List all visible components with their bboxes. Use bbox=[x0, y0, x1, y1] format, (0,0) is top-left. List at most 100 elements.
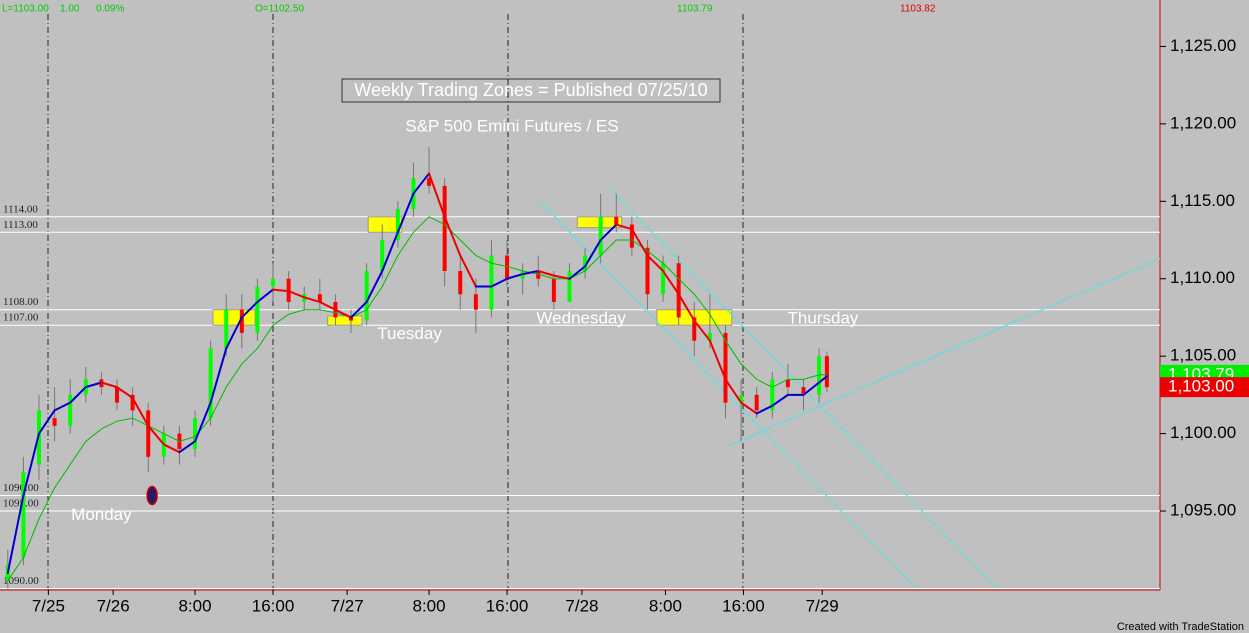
candle-body bbox=[208, 348, 213, 419]
candle-body bbox=[801, 387, 806, 395]
candle-body bbox=[676, 263, 681, 318]
candle-body bbox=[692, 317, 697, 341]
fast-ma-segment bbox=[131, 396, 150, 427]
fast-ma-segment bbox=[615, 223, 633, 231]
header-text: 1103.79 bbox=[677, 4, 713, 15]
candle-body bbox=[473, 294, 478, 310]
candle-body bbox=[645, 247, 650, 295]
candle-body bbox=[785, 379, 790, 388]
fast-ma-segment bbox=[506, 273, 524, 280]
day-label: Wednesday bbox=[536, 308, 626, 327]
candle-body bbox=[380, 240, 385, 271]
header-text: 1103.82 bbox=[900, 4, 936, 15]
fast-ma-segment bbox=[6, 494, 25, 574]
candle-body bbox=[395, 209, 400, 241]
fast-ma-segment bbox=[693, 319, 711, 342]
fast-ma-segment bbox=[240, 300, 259, 319]
price-label: 1,103.00 bbox=[1168, 377, 1234, 396]
fast-ma-segment bbox=[412, 172, 431, 195]
y-tick-label: 1,105.00 bbox=[1170, 346, 1236, 365]
x-tick-label: 16:00 bbox=[252, 596, 295, 615]
x-tick-label: 7/29 bbox=[806, 596, 839, 615]
candle-body bbox=[824, 356, 829, 388]
fast-ma-segment bbox=[272, 288, 290, 293]
fast-ma-segment bbox=[552, 274, 571, 280]
level-label: 1096.00 bbox=[3, 482, 39, 494]
signal-marker bbox=[146, 485, 158, 506]
fast-ma-segment bbox=[303, 296, 321, 303]
candle-body bbox=[21, 472, 26, 558]
candle-body bbox=[661, 263, 666, 295]
candle-body bbox=[442, 185, 447, 271]
x-tick-label: 8:00 bbox=[413, 596, 446, 615]
y-tick-label: 1,100.00 bbox=[1170, 423, 1236, 442]
fast-ma-segment bbox=[708, 339, 727, 381]
fast-ma-segment bbox=[818, 375, 828, 384]
day-label: Monday bbox=[71, 505, 132, 524]
header-text: 1.00 bbox=[60, 4, 80, 15]
fast-ma-segment bbox=[350, 300, 368, 319]
candle-body bbox=[754, 394, 759, 411]
level-label: 1108.00 bbox=[3, 296, 39, 308]
trading-zone bbox=[212, 309, 256, 326]
x-tick-label: 7/25 bbox=[32, 596, 65, 615]
fast-ma-segment bbox=[365, 269, 384, 303]
level-label: 1090.00 bbox=[3, 575, 39, 587]
x-tick-label: 16:00 bbox=[722, 596, 765, 615]
slow-ma bbox=[7, 216, 827, 581]
fast-ma-segment bbox=[194, 401, 212, 443]
x-tick-label: 7/28 bbox=[565, 596, 598, 615]
candle-body bbox=[193, 418, 198, 450]
level-label: 1113.00 bbox=[3, 219, 38, 231]
fast-ma-segment bbox=[256, 288, 275, 303]
fast-ma-segment bbox=[162, 443, 181, 454]
fast-ma-segment bbox=[69, 386, 87, 404]
candle-body bbox=[536, 270, 541, 279]
y-tick-label: 1,095.00 bbox=[1170, 501, 1236, 520]
fast-ma-segment bbox=[22, 432, 41, 497]
day-label: Thursday bbox=[788, 308, 859, 327]
fast-ma-segment bbox=[84, 381, 103, 389]
fast-ma-segment bbox=[428, 172, 446, 218]
candle-body bbox=[770, 379, 775, 411]
candle-body bbox=[598, 216, 603, 256]
fast-ma-segment bbox=[100, 381, 119, 389]
fast-ma-segment bbox=[662, 269, 680, 296]
candle-body bbox=[551, 278, 556, 302]
fast-ma-segment bbox=[677, 293, 696, 322]
fast-ma-segment bbox=[318, 300, 337, 311]
candle-body bbox=[489, 255, 494, 310]
fast-ma-segment bbox=[537, 269, 555, 277]
trading-zone bbox=[327, 315, 363, 326]
x-tick-label: 16:00 bbox=[486, 596, 529, 615]
fast-ma-segment bbox=[38, 409, 56, 435]
fast-ma-segment bbox=[178, 440, 197, 454]
y-tick-label: 1,110.00 bbox=[1170, 268, 1235, 287]
price-label-box bbox=[1160, 377, 1249, 398]
level-label: 1114.00 bbox=[3, 203, 38, 215]
fast-ma-segment bbox=[740, 401, 758, 415]
fast-ma-segment bbox=[209, 347, 228, 404]
chart-subtitle: S&P 500 Emini Futures / ES bbox=[405, 116, 618, 135]
fast-ma-segment bbox=[724, 378, 743, 404]
candle-body bbox=[130, 394, 135, 411]
candle-body bbox=[239, 309, 244, 333]
candle-body bbox=[567, 270, 572, 302]
fast-ma-segment bbox=[521, 269, 540, 276]
candle-body bbox=[723, 332, 728, 403]
header-text: O=1102.50 bbox=[255, 4, 304, 15]
candle-body bbox=[739, 394, 744, 403]
header-text: 0.09% bbox=[96, 4, 124, 15]
fast-ma-segment bbox=[568, 265, 587, 280]
fast-ma-segment bbox=[53, 401, 72, 412]
candle-body bbox=[614, 216, 619, 225]
header-text: L=1103.00 bbox=[2, 4, 49, 15]
candle-body bbox=[364, 270, 369, 321]
fast-ma-segment bbox=[755, 404, 774, 415]
session-lines bbox=[47, 14, 744, 590]
candle-body bbox=[817, 356, 822, 395]
candle-body bbox=[146, 410, 151, 457]
x-tick-label: 7/27 bbox=[331, 596, 364, 615]
y-tick-label: 1,120.00 bbox=[1170, 113, 1236, 132]
